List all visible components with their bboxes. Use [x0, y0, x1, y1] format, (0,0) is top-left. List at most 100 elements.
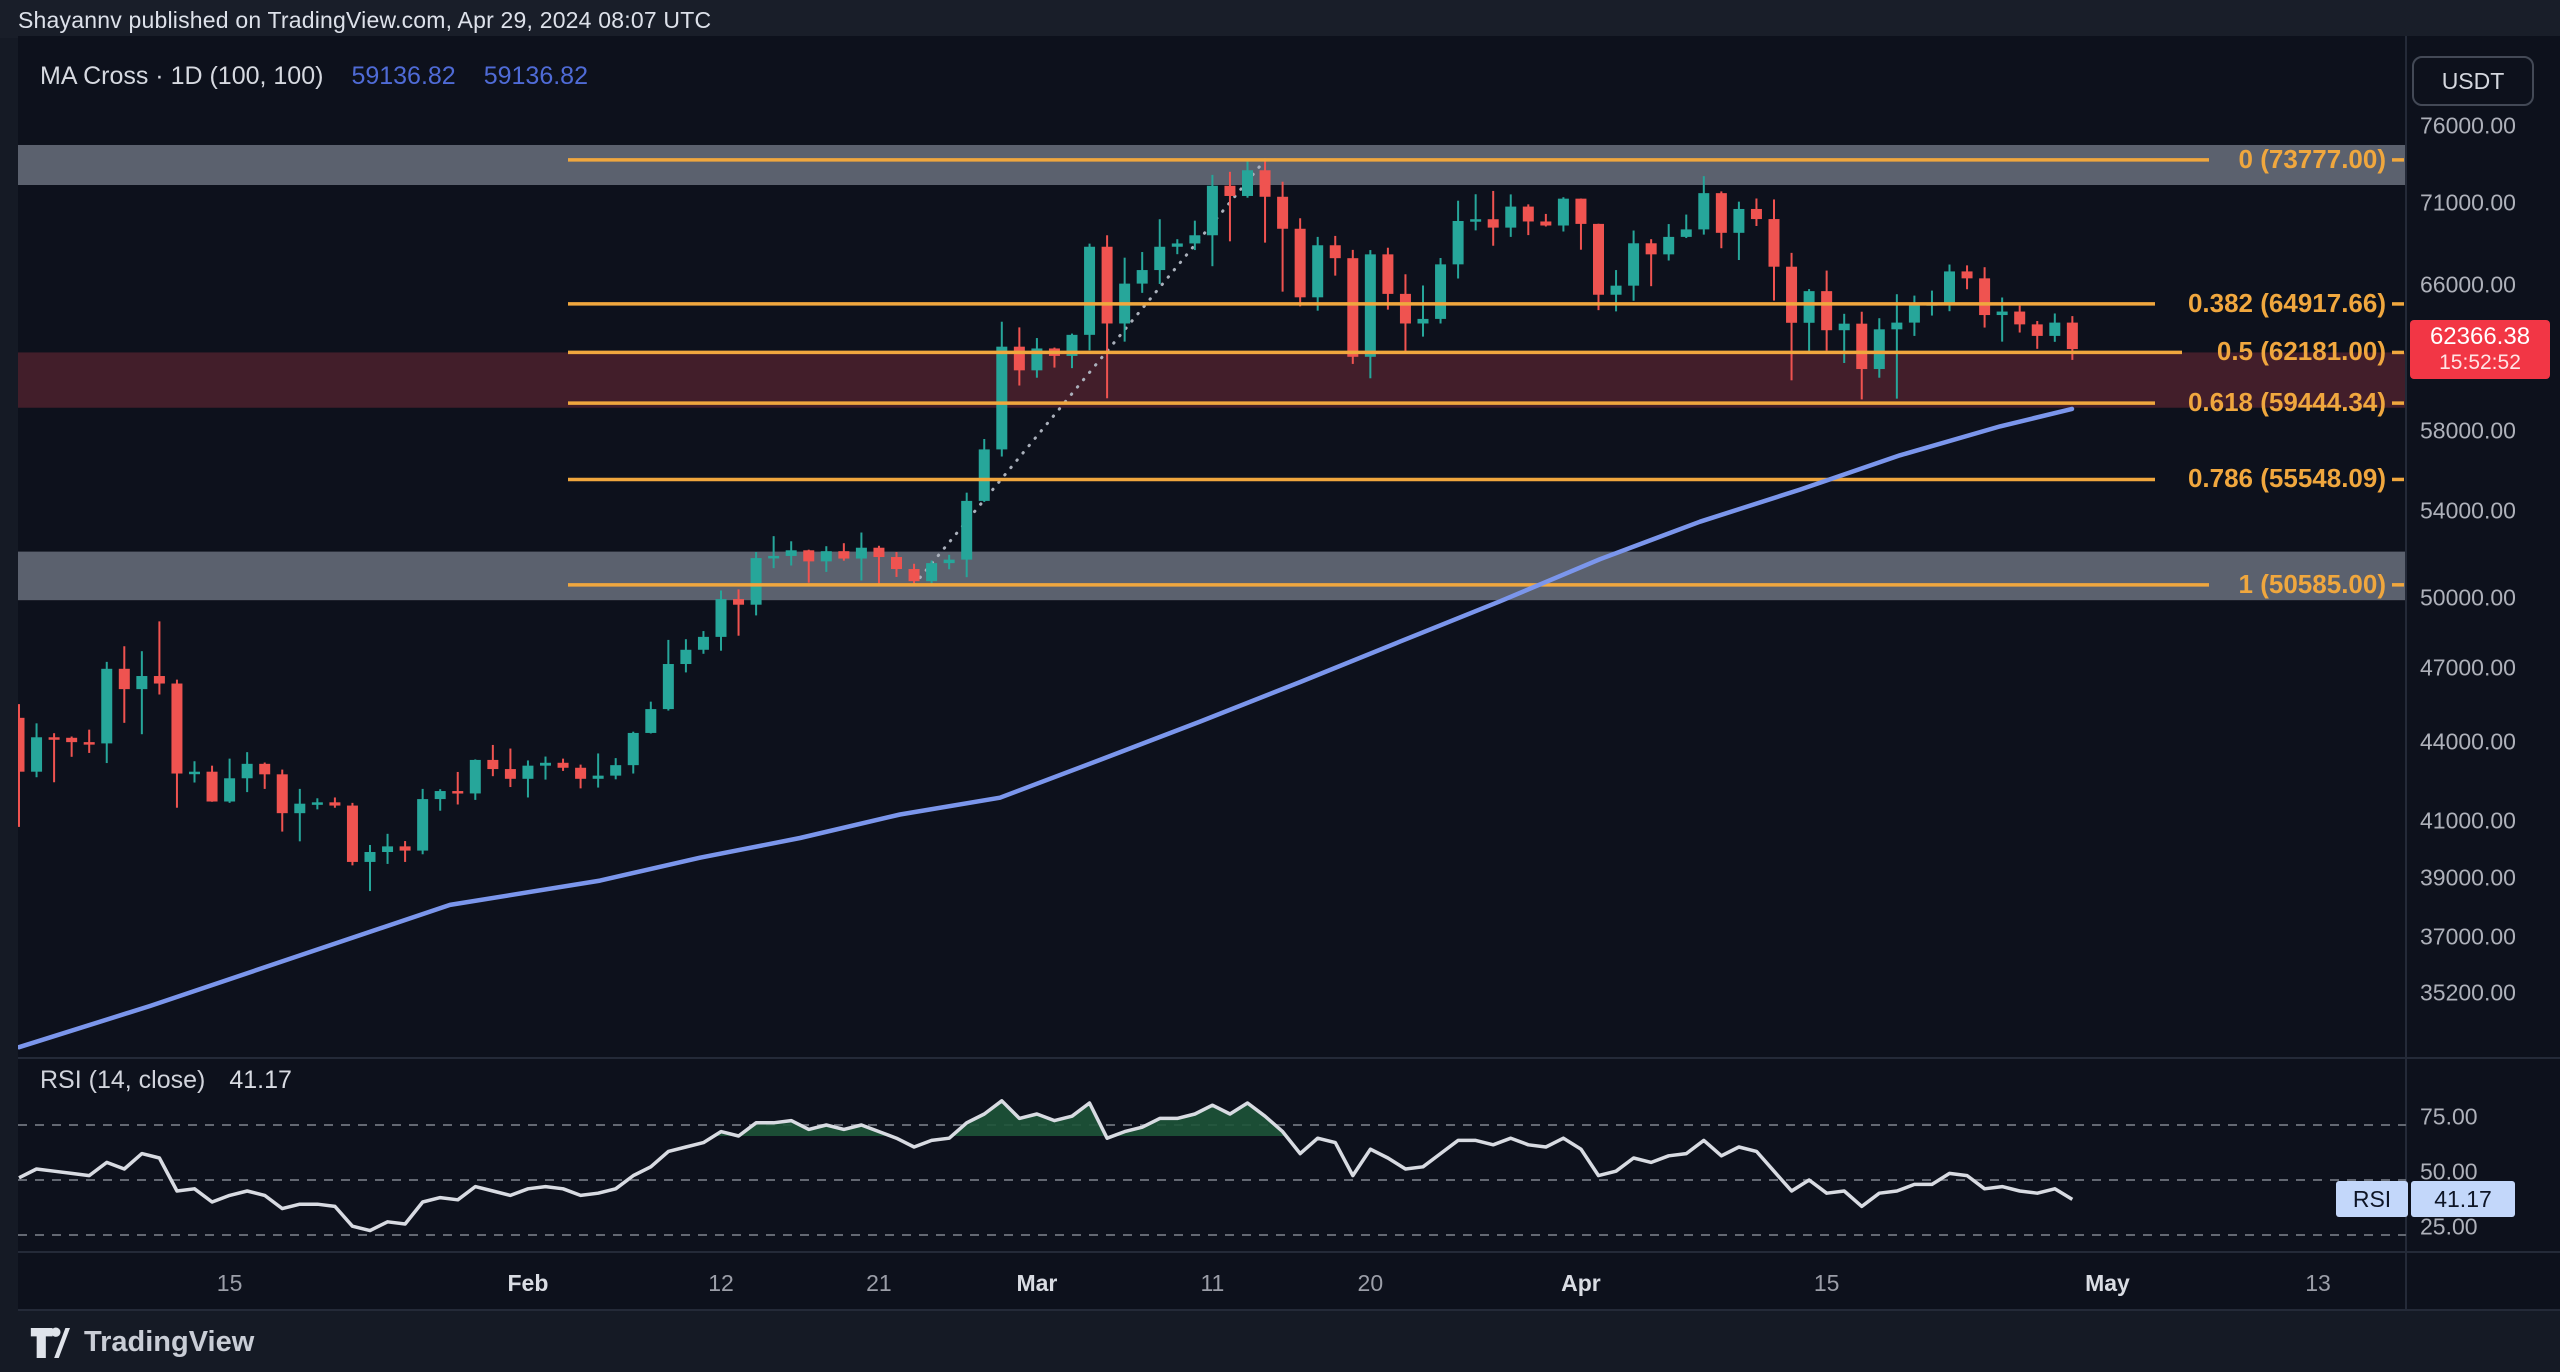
candle: [1294, 218, 1306, 307]
candle: [1505, 194, 1517, 237]
price-axis-label: 47000.00: [2420, 654, 2516, 681]
candle: [1593, 223, 1604, 311]
rsi-legend[interactable]: RSI (14, close) 41.17: [40, 1066, 292, 1095]
candle: [820, 546, 832, 572]
price-axis-label: 71000.00: [2420, 189, 2516, 216]
candle: [346, 802, 358, 866]
last-price-badge: 62366.38 15:52:52: [2410, 320, 2550, 379]
fib-level-label[interactable]: 0.382 (64917.66): [2187, 287, 2386, 318]
rsi-badge-label: RSI: [2336, 1181, 2408, 1218]
time-axis-label[interactable]: 15: [216, 1270, 243, 1296]
time-axis-label[interactable]: Mar: [1016, 1270, 1058, 1296]
price-axis-label: 39000.00: [2420, 864, 2516, 891]
candle: [382, 833, 394, 864]
ma-100-line: [18, 406, 2075, 1050]
rsi-axis-label: 50.00: [2420, 1158, 2478, 1185]
candle: [1628, 230, 1640, 301]
candle: [2049, 313, 2061, 342]
time-axis-label[interactable]: 13: [2305, 1270, 2331, 1296]
price-axis-label: 35200.00: [2420, 979, 2516, 1006]
candle: [996, 321, 1008, 457]
candle: [83, 729, 95, 753]
candle: [206, 765, 218, 802]
candle: [610, 758, 622, 780]
candle: [1399, 274, 1411, 352]
chart-pane-background: [18, 36, 2560, 1310]
candle: [978, 438, 990, 502]
candle: [1908, 295, 1920, 336]
candle: [118, 646, 130, 723]
candle: [1329, 235, 1341, 276]
candle: [1610, 270, 1622, 312]
price-axis-label: 54000.00: [2420, 497, 2516, 524]
candle: [1733, 201, 1745, 261]
time-axis-label[interactable]: Apr: [1561, 1270, 1601, 1296]
candle: [1452, 200, 1464, 279]
candle: [399, 841, 411, 862]
candle: [1786, 252, 1798, 381]
candle: [1803, 289, 1815, 354]
candle: [645, 701, 657, 734]
candle: [171, 679, 183, 808]
rsi-axis-label: 25.00: [2420, 1213, 2478, 1240]
fib-level-label[interactable]: 0.618 (59444.34): [2187, 386, 2386, 417]
candle: [873, 545, 885, 585]
rsi-line: [18, 1099, 2074, 1233]
indicator-title: MA Cross · 1D (100, 100): [40, 62, 324, 90]
candle: [1715, 191, 1727, 249]
candle: [487, 744, 499, 777]
candle: [557, 758, 569, 771]
candle: [364, 844, 376, 892]
candle: [1680, 214, 1692, 239]
candle: [1154, 219, 1166, 284]
fib-level-label[interactable]: 0.786 (55548.09): [2187, 463, 2386, 494]
rsi-badge-value: 41.17: [2411, 1181, 2515, 1218]
candle: [715, 590, 727, 651]
candle: [627, 731, 639, 774]
fib-trendline-dotted: [912, 158, 1267, 587]
candle: [1979, 267, 1991, 328]
candle: [136, 651, 148, 735]
candle: [452, 771, 464, 805]
rsi-axis-label: 75.00: [2420, 1103, 2478, 1130]
fib-level-label[interactable]: 1 (50585.00): [2238, 568, 2386, 599]
indicator-value-1: 59136.82: [351, 62, 456, 90]
candle: [189, 761, 200, 783]
demand-zone-bottom: [18, 551, 2406, 601]
candle: [241, 752, 253, 793]
price-axis-label: 66000.00: [2420, 271, 2516, 298]
candle: [1873, 318, 1885, 378]
candle: [101, 661, 113, 764]
tradingview-logo-icon: [30, 1327, 70, 1358]
candle: [434, 789, 446, 811]
candle: [1013, 327, 1025, 386]
candle: [1821, 270, 1833, 351]
candle: [1522, 204, 1534, 236]
footer-brand-bar: TradingView: [30, 1326, 254, 1359]
time-axis-label[interactable]: Feb: [507, 1270, 549, 1296]
candle: [66, 736, 78, 757]
candle: [469, 759, 481, 800]
candle: [1224, 171, 1236, 242]
time-axis-label[interactable]: May: [2085, 1270, 2130, 1296]
candle: [2014, 305, 2026, 333]
candle: [224, 758, 236, 803]
time-axis-label[interactable]: 21: [866, 1270, 892, 1296]
fib-level-label[interactable]: 0.5 (62181.00): [2216, 336, 2386, 367]
publisher-attribution: Shayannv published on TradingView.com, A…: [18, 7, 712, 33]
candle: [1347, 249, 1359, 364]
candle: [276, 769, 288, 832]
time-axis-label[interactable]: 20: [1357, 1270, 1384, 1296]
candle: [1312, 236, 1324, 311]
time-axis-label[interactable]: 11: [1200, 1270, 1225, 1296]
time-axis-label[interactable]: 12: [708, 1270, 734, 1296]
candle: [1557, 197, 1569, 232]
indicator-legend[interactable]: MA Cross · 1D (100, 100) 59136.82 59136.…: [40, 62, 588, 91]
fib-level-label[interactable]: 0 (73777.00): [2238, 143, 2386, 174]
indicator-value-2: 59136.82: [483, 62, 588, 90]
time-axis-label[interactable]: 15: [1813, 1270, 1840, 1296]
candle: [48, 733, 60, 783]
candle: [733, 589, 745, 636]
currency-toggle-button[interactable]: USDT: [2412, 56, 2534, 106]
